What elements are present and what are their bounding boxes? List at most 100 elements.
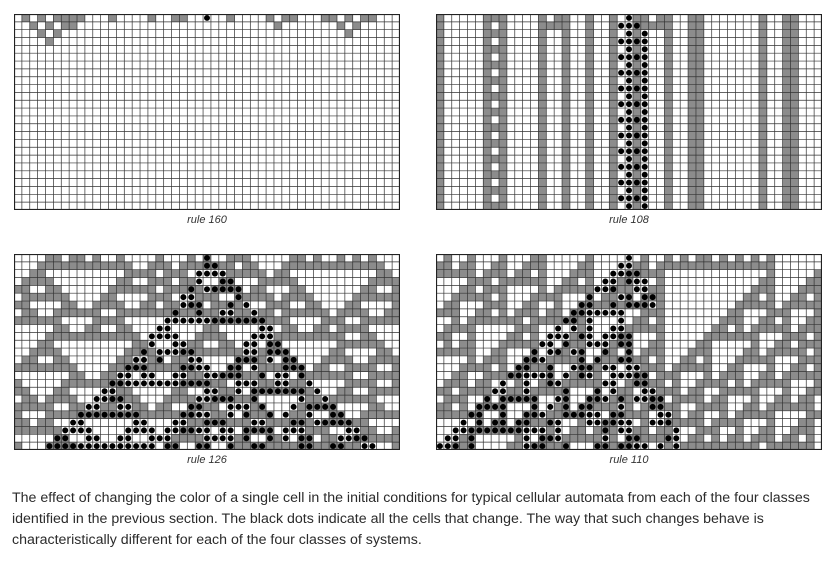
changed-cell-dot: [626, 333, 632, 340]
filled-cell: [499, 131, 507, 140]
filled-cell: [640, 434, 649, 443]
filled-cell: [392, 379, 400, 388]
filled-cell: [782, 61, 791, 69]
filled-cell: [656, 340, 665, 349]
filled-cell: [758, 108, 767, 116]
filled-cell: [436, 14, 444, 22]
filled-cell: [289, 293, 298, 302]
changed-cell-dot: [117, 380, 124, 387]
filled-cell: [609, 170, 618, 179]
filled-cell: [352, 301, 361, 309]
filled-cell: [384, 293, 393, 302]
filled-cell: [234, 418, 243, 427]
filled-cell: [305, 371, 314, 380]
changed-cell-dot: [133, 443, 140, 450]
changed-cell-dot: [626, 93, 632, 100]
changed-cell-dot: [547, 372, 554, 379]
filled-cell: [218, 387, 227, 396]
filled-cell: [766, 434, 775, 443]
filled-cell: [475, 277, 484, 286]
changed-cell-dot: [531, 396, 538, 403]
filled-cell: [514, 434, 523, 443]
changed-cell-dot: [196, 443, 203, 450]
filled-cell: [814, 277, 822, 286]
filled-cell: [522, 277, 531, 286]
changed-cell-dot: [626, 85, 632, 92]
filled-cell: [538, 178, 547, 187]
filled-cell: [163, 402, 172, 411]
changed-cell-dot: [133, 380, 140, 387]
changed-cell-dot: [618, 411, 625, 418]
changed-cell-dot: [148, 443, 155, 450]
filled-cell: [609, 14, 618, 22]
filled-cell: [562, 53, 570, 62]
filled-cell: [203, 293, 211, 302]
filled-cell: [250, 293, 259, 302]
filled-cell: [538, 108, 547, 116]
changed-cell-dot: [322, 419, 329, 426]
filled-cell: [21, 387, 30, 396]
changed-cell-dot: [610, 325, 617, 332]
changed-cell-dot: [633, 270, 640, 277]
filled-cell: [392, 285, 400, 294]
filled-cell: [798, 355, 807, 364]
filled-cell: [774, 308, 783, 317]
filled-cell: [77, 332, 85, 341]
changed-cell-dot: [626, 116, 632, 123]
filled-cell: [514, 324, 523, 333]
filled-cell: [360, 324, 369, 333]
filled-cell: [483, 92, 492, 101]
filled-cell: [758, 434, 767, 443]
panel-rule-108: rule 108: [436, 14, 822, 226]
filled-cell: [443, 261, 452, 270]
filled-cell: [344, 442, 353, 450]
changed-cell-dot: [641, 109, 648, 115]
changed-cell-dot: [204, 427, 210, 434]
changed-cell-dot: [531, 403, 538, 410]
filled-cell: [814, 332, 822, 341]
changed-cell-dot: [204, 254, 210, 261]
filled-cell: [538, 100, 547, 109]
filled-cell: [108, 14, 117, 22]
filled-cell: [467, 261, 476, 270]
changed-cell-dot: [641, 187, 648, 194]
filled-cell: [814, 308, 822, 317]
filled-cell: [530, 308, 539, 317]
filled-cell: [585, 108, 594, 116]
filled-cell: [467, 332, 476, 341]
filled-cell: [790, 92, 799, 101]
filled-cell: [108, 261, 117, 270]
filled-cell: [45, 418, 54, 427]
filled-cell: [203, 324, 211, 333]
filled-cell: [321, 371, 330, 380]
filled-cell: [782, 348, 791, 356]
filled-cell: [593, 301, 602, 309]
changed-cell-dot: [586, 403, 593, 410]
filled-cell: [459, 340, 468, 349]
changed-cell-dot: [109, 443, 116, 450]
changed-cell-dot: [330, 419, 337, 426]
filled-cell: [782, 434, 791, 443]
filled-cell: [664, 100, 673, 109]
filled-cell: [695, 348, 704, 356]
filled-cell: [625, 402, 633, 411]
filled-cell: [538, 76, 547, 85]
changed-cell-dot: [578, 309, 585, 316]
filled-cell: [790, 178, 799, 187]
filled-cell: [506, 277, 515, 286]
filled-cell: [266, 316, 274, 325]
filled-cell: [538, 92, 547, 101]
filled-cell: [577, 285, 586, 294]
filled-cell: [499, 155, 507, 163]
changed-cell-dot: [148, 372, 155, 379]
filled-cell: [751, 434, 759, 443]
filled-cell: [695, 45, 704, 54]
filled-cell: [499, 254, 507, 262]
changed-cell-dot: [602, 396, 609, 403]
filled-cell: [695, 254, 704, 262]
filled-cell: [727, 387, 736, 396]
filled-cell: [344, 324, 353, 333]
changed-cell-dot: [125, 403, 132, 410]
filled-cell: [743, 301, 752, 309]
filled-cell: [467, 324, 476, 333]
